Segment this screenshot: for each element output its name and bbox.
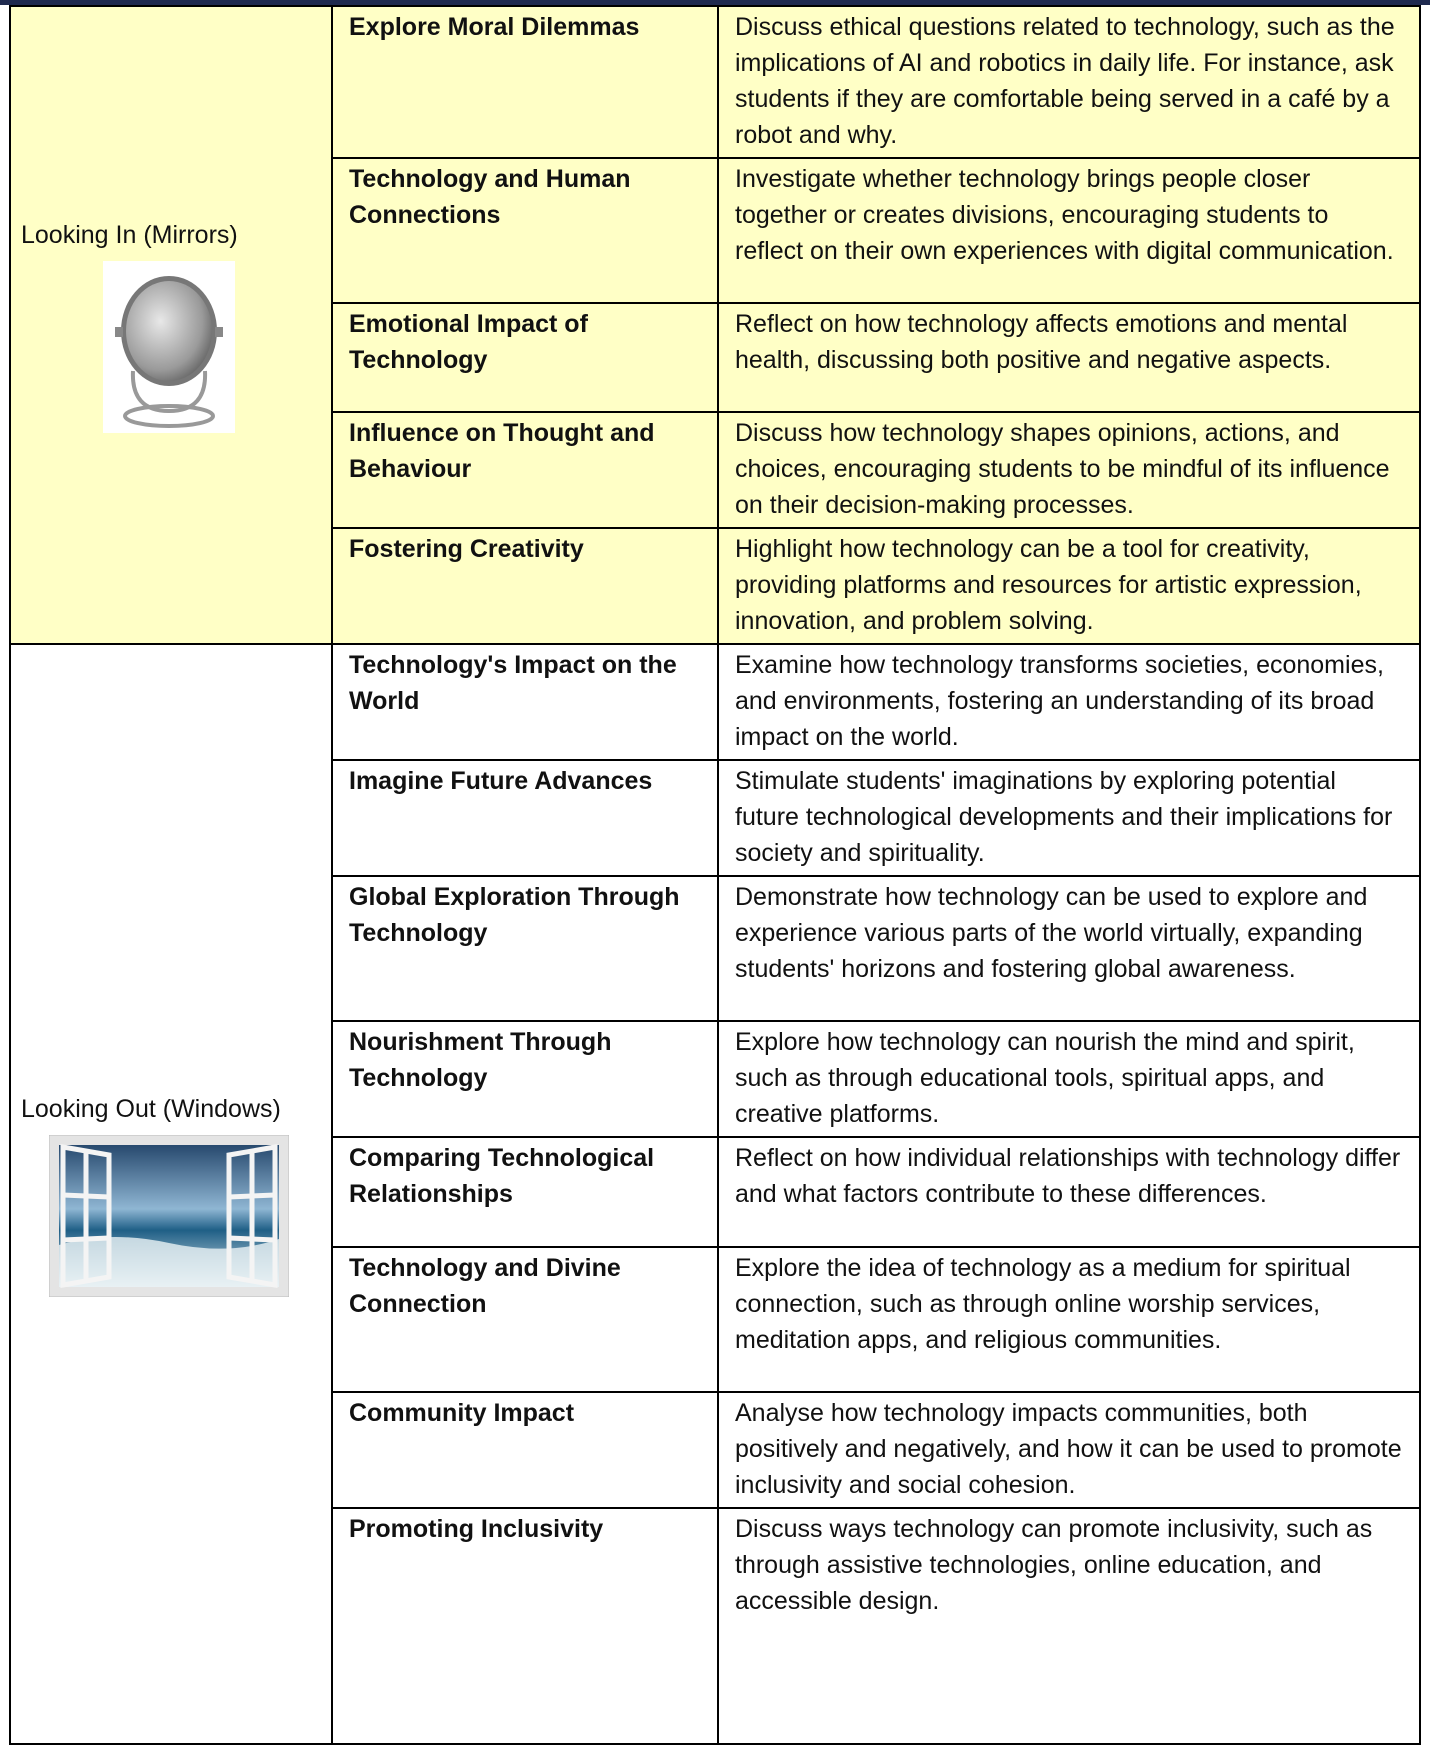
topic: Community Impact [331, 1391, 719, 1509]
table-row: Emotional Impact of Technology Reflect on… [10, 302, 1421, 413]
section-label: Looking In (Mirrors) [21, 221, 238, 249]
topic: Emotional Impact of Technology [331, 302, 719, 413]
table-row: Technology and Human Connections Investig… [10, 157, 1421, 304]
description: Explore how technology can nourish the m… [717, 1020, 1421, 1138]
topic: Imagine Future Advances [331, 759, 719, 877]
table-row: Influence on Thought and Behaviour Discus… [10, 411, 1421, 529]
description: Investigate whether technology brings pe… [717, 157, 1421, 304]
table-row: Community Impact Analyse how technology i… [10, 1391, 1421, 1509]
topic: Technology and Human Connections [331, 157, 719, 304]
description: Stimulate students' imaginations by expl… [717, 759, 1421, 877]
topic: Technology's Impact on the World [331, 643, 719, 761]
description: Examine how technology transforms societ… [717, 643, 1421, 761]
activity-table: Looking In (Mirrors) Explore Moral Dilem… [9, 5, 1421, 1745]
mirror-image [103, 261, 235, 433]
table-row: Fostering Creativity Highlight how techno… [10, 527, 1421, 645]
table-row: Technology and Divine Connection Explore … [10, 1246, 1421, 1393]
topic: Promoting Inclusivity [331, 1507, 719, 1745]
description: Discuss ways technology can promote incl… [717, 1507, 1421, 1745]
table-row: Looking In (Mirrors) Explore Moral Dilem… [9, 5, 1421, 645]
topic: Fostering Creativity [331, 527, 719, 645]
section-cell: Looking Out (Windows) [9, 643, 333, 1745]
description: Reflect on how technology affects emotio… [717, 302, 1421, 413]
description: Highlight how technology can be a tool f… [717, 527, 1421, 645]
section-cell: Looking In (Mirrors) [9, 5, 333, 645]
top-bar [0, 0, 1430, 5]
section-label: Looking Out (Windows) [21, 1095, 281, 1123]
description: Discuss ethical questions related to tec… [717, 5, 1421, 159]
topic: Influence on Thought and Behaviour [331, 411, 719, 529]
description: Reflect on how individual relationships … [717, 1136, 1421, 1248]
topic: Technology and Divine Connection [331, 1246, 719, 1393]
topic: Global Exploration Through Technology [331, 875, 719, 1022]
table-row: Comparing Technological Relationships Ref… [10, 1136, 1421, 1248]
table-row: Global Exploration Through Technology Dem… [10, 875, 1421, 1022]
window-image [49, 1135, 289, 1297]
table-row: Looking Out (Windows) Technology's Impac… [9, 643, 1421, 1745]
description: Demonstrate how technology can be used t… [717, 875, 1421, 1022]
table-row: Imagine Future Advances Stimulate student… [10, 759, 1421, 877]
description: Explore the idea of technology as a medi… [717, 1246, 1421, 1393]
topic: Comparing Technological Relationships [331, 1136, 719, 1248]
table-row: Nourishment Through Technology Explore ho… [10, 1020, 1421, 1138]
topic: Explore Moral Dilemmas [331, 5, 719, 159]
topic: Nourishment Through Technology [331, 1020, 719, 1138]
description: Analyse how technology impacts communiti… [717, 1391, 1421, 1509]
description: Discuss how technology shapes opinions, … [717, 411, 1421, 529]
